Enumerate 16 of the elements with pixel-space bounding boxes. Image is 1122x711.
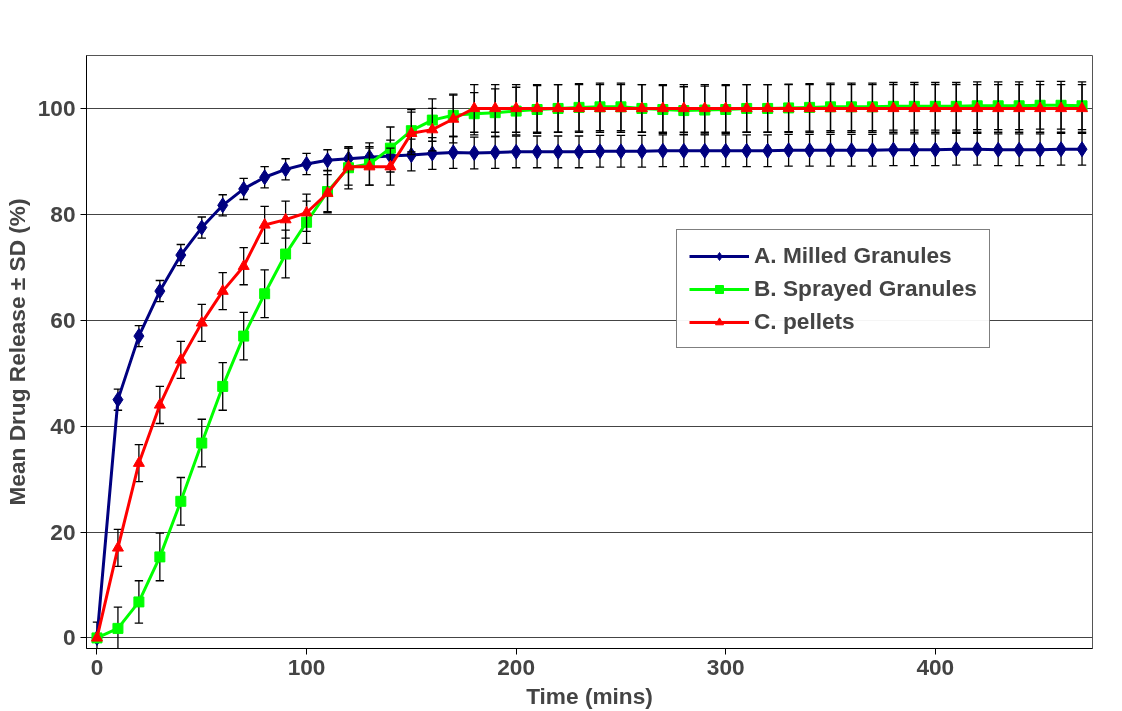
y-axis-title: Mean Drug Release ± SD (%) [3,198,30,506]
y-tick-label: 80 [50,200,76,227]
y-tick-label: 100 [37,94,76,121]
x-axis-title: Time (mins) [526,682,653,709]
x-tick-label: 0 [90,653,104,680]
y-tick-label: 0 [62,624,76,651]
x-tick-label: 200 [497,653,536,680]
legend-label: C. pellets [754,308,855,335]
y-tick-label: 60 [50,306,76,333]
y-tick-label: 40 [50,412,76,439]
legend-label: B. Sprayed Granules [754,275,977,302]
x-tick-label: 300 [706,653,745,680]
y-tick-label: 20 [50,518,76,545]
x-tick-label: 100 [287,653,326,680]
x-tick-label: 400 [916,653,955,680]
legend-label: A. Milled Granules [754,242,952,269]
